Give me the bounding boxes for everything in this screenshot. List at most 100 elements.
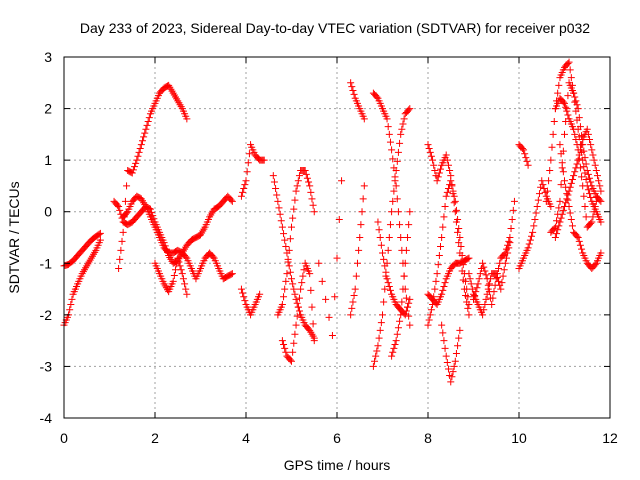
data-point bbox=[429, 156, 437, 164]
data-point bbox=[379, 311, 386, 319]
data-point bbox=[350, 292, 358, 300]
data-point bbox=[584, 170, 592, 178]
data-point bbox=[374, 218, 382, 226]
series-17 bbox=[388, 208, 414, 360]
data-point bbox=[431, 166, 439, 174]
data-point bbox=[357, 221, 365, 229]
data-point bbox=[432, 277, 440, 285]
data-point bbox=[443, 156, 451, 164]
data-point bbox=[376, 234, 384, 241]
data-point bbox=[441, 203, 449, 211]
data-point bbox=[96, 229, 104, 237]
data-point bbox=[434, 173, 442, 181]
data-point bbox=[454, 215, 462, 223]
data-point bbox=[464, 255, 472, 263]
series-13 bbox=[347, 79, 368, 123]
data-point bbox=[382, 268, 390, 276]
data-point bbox=[291, 290, 299, 298]
data-point bbox=[349, 87, 357, 95]
data-point bbox=[405, 312, 413, 320]
data-point bbox=[394, 208, 402, 216]
data-point bbox=[373, 93, 381, 101]
data-point bbox=[385, 130, 393, 138]
data-point bbox=[525, 240, 533, 248]
data-point bbox=[566, 66, 574, 74]
data-point bbox=[496, 259, 504, 267]
data-point bbox=[348, 304, 356, 312]
data-point bbox=[563, 107, 571, 115]
series-2 bbox=[115, 81, 191, 272]
data-point bbox=[131, 163, 139, 171]
data-point bbox=[295, 307, 303, 315]
data-point bbox=[499, 272, 507, 280]
data-point bbox=[591, 161, 599, 169]
data-point bbox=[586, 174, 594, 182]
data-point bbox=[435, 252, 443, 260]
data-point bbox=[144, 117, 152, 125]
data-point bbox=[426, 311, 434, 319]
data-point bbox=[545, 177, 553, 185]
data-point bbox=[556, 197, 564, 205]
data-point bbox=[95, 230, 103, 238]
data-point bbox=[584, 186, 592, 194]
data-point bbox=[351, 285, 359, 293]
data-point bbox=[290, 205, 298, 213]
data-point bbox=[400, 272, 408, 280]
data-point bbox=[561, 177, 568, 185]
data-point bbox=[290, 285, 298, 293]
data-point bbox=[530, 222, 538, 230]
series-9 bbox=[274, 166, 318, 319]
data-point bbox=[291, 196, 299, 204]
data-point bbox=[574, 146, 582, 154]
data-point bbox=[406, 321, 414, 329]
data-point bbox=[170, 272, 178, 280]
data-point bbox=[384, 279, 392, 287]
data-point bbox=[481, 301, 489, 309]
data-point bbox=[240, 185, 248, 193]
data-point bbox=[508, 215, 516, 223]
data-point bbox=[424, 141, 432, 149]
series-0 bbox=[60, 229, 104, 270]
data-point bbox=[586, 190, 594, 198]
data-point bbox=[302, 170, 310, 178]
data-point bbox=[209, 253, 217, 261]
data-point bbox=[438, 234, 446, 241]
data-point bbox=[228, 197, 236, 205]
data-point bbox=[375, 334, 383, 342]
data-point bbox=[588, 218, 596, 226]
data-point bbox=[596, 196, 604, 204]
data-point bbox=[388, 146, 396, 154]
series-6 bbox=[237, 141, 268, 200]
series-23 bbox=[470, 197, 518, 309]
series-10 bbox=[278, 259, 318, 365]
data-point bbox=[293, 312, 301, 320]
data-point bbox=[555, 222, 563, 230]
data-point bbox=[526, 236, 534, 244]
data-point bbox=[318, 277, 326, 285]
data-point bbox=[174, 254, 182, 262]
data-point bbox=[507, 224, 515, 232]
x-tick-label: 4 bbox=[242, 430, 250, 446]
data-point bbox=[278, 337, 286, 345]
data-point bbox=[406, 295, 414, 303]
data-point bbox=[404, 234, 412, 241]
data-point bbox=[281, 344, 289, 352]
data-point bbox=[495, 264, 503, 272]
data-point bbox=[272, 185, 280, 193]
data-point bbox=[572, 97, 580, 105]
data-point bbox=[442, 151, 450, 159]
data-point bbox=[356, 234, 364, 241]
data-point bbox=[307, 286, 315, 294]
data-point bbox=[376, 326, 384, 334]
data-point bbox=[377, 241, 385, 249]
data-point bbox=[455, 239, 463, 247]
data-point bbox=[134, 152, 142, 160]
data-point bbox=[397, 311, 405, 319]
data-point bbox=[405, 106, 413, 114]
data-point bbox=[426, 148, 434, 156]
data-point bbox=[178, 270, 186, 278]
data-point bbox=[135, 148, 143, 156]
data-point bbox=[500, 266, 508, 274]
data-point bbox=[374, 342, 382, 350]
data-point bbox=[592, 166, 600, 174]
